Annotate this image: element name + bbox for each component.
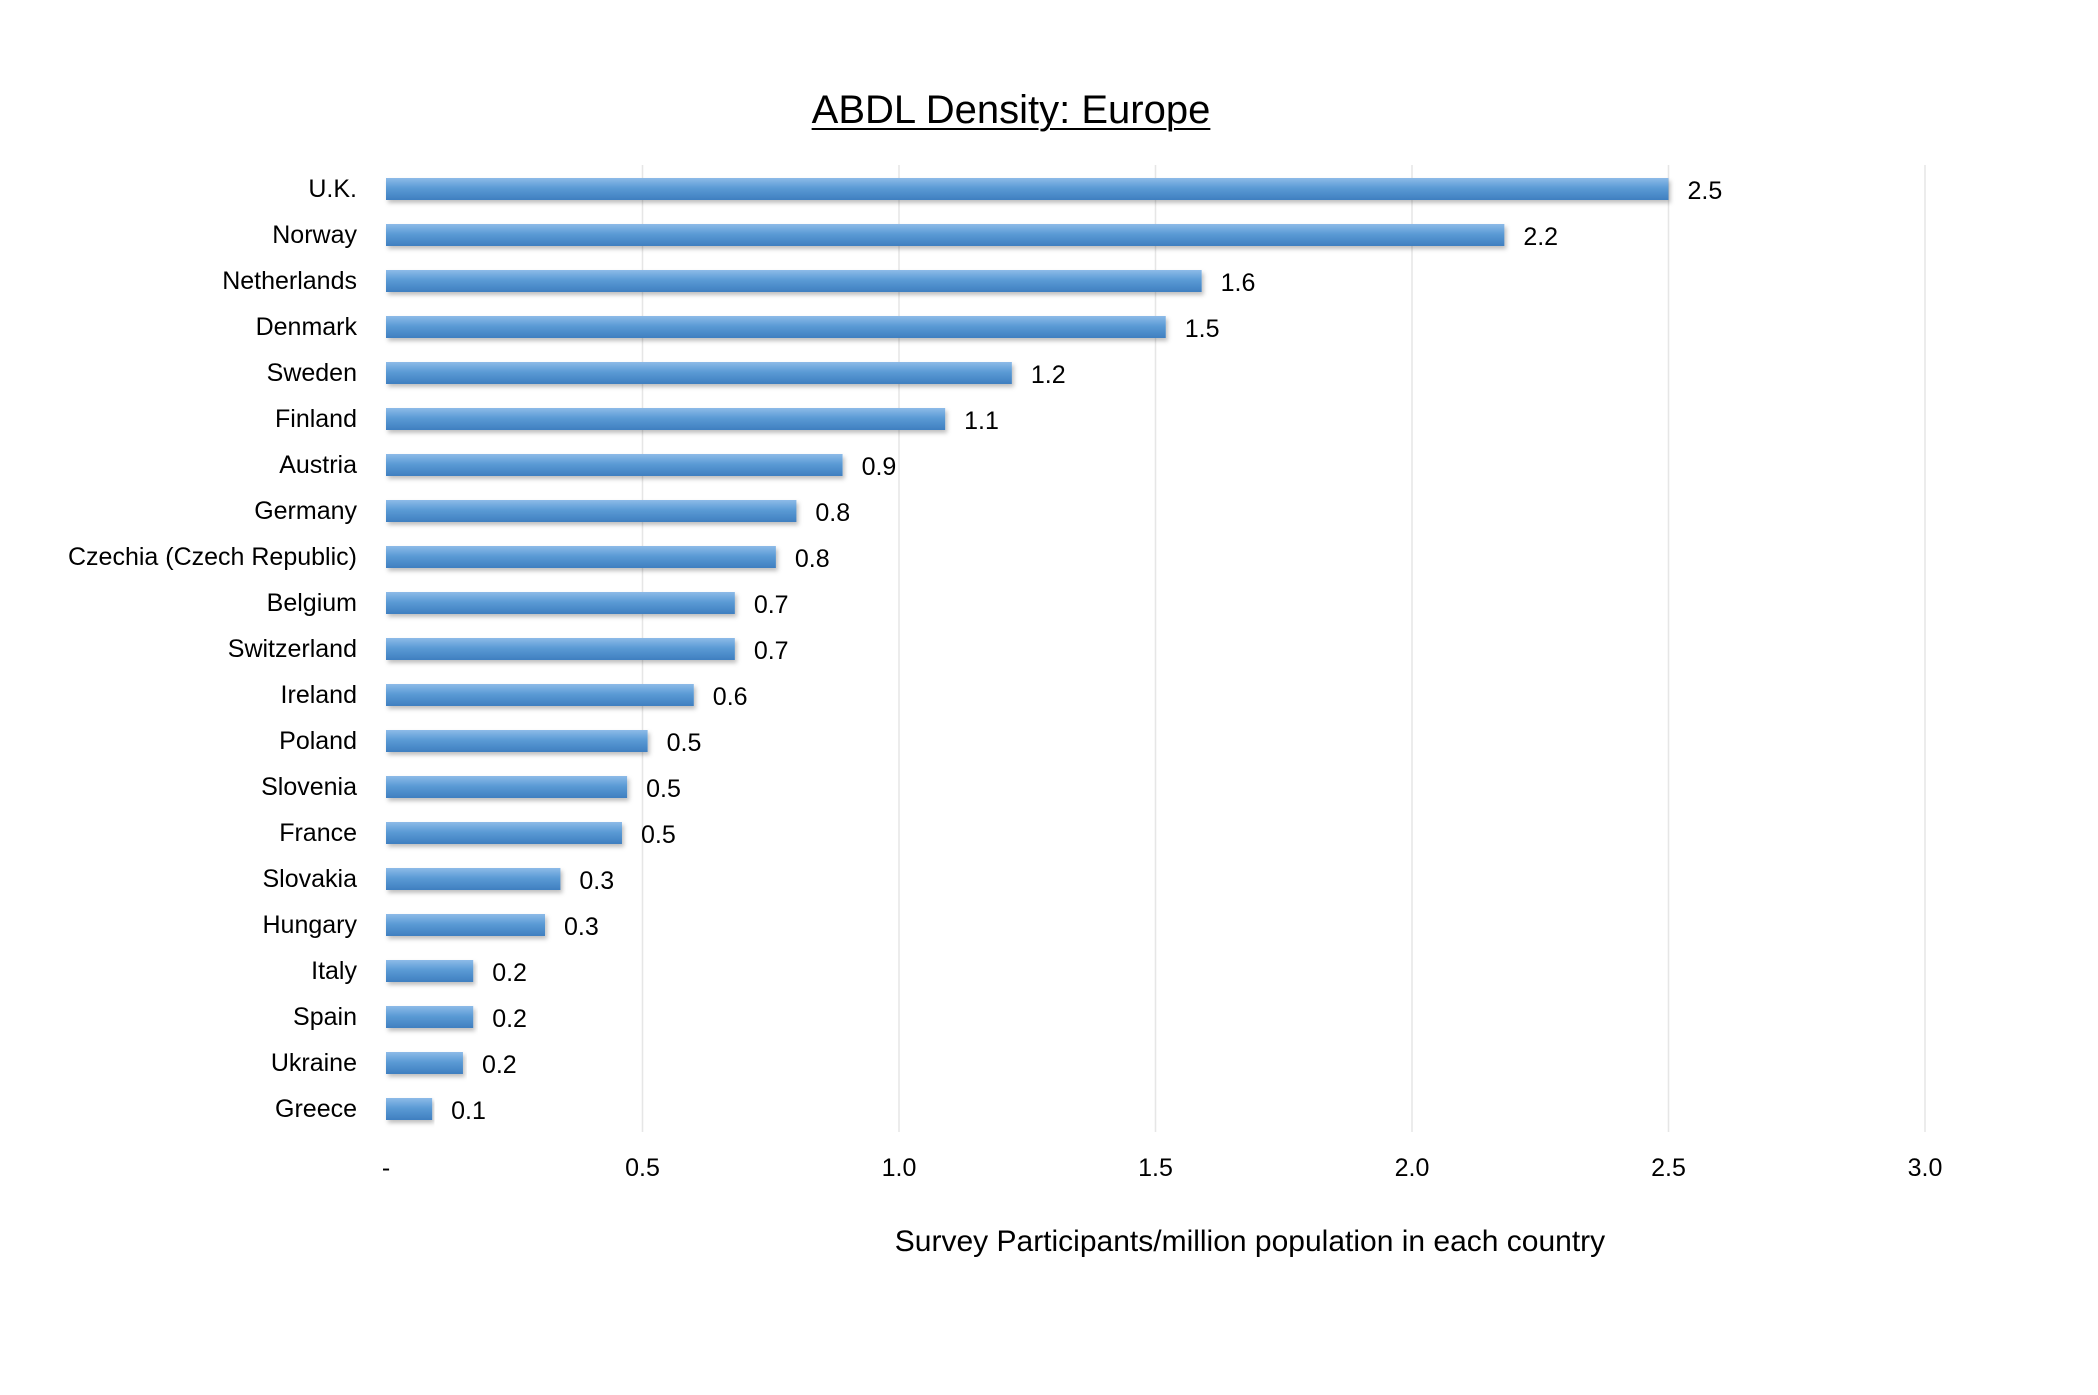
bar bbox=[386, 776, 628, 798]
bar bbox=[386, 408, 946, 430]
category-label: Germany bbox=[254, 497, 357, 525]
bar bbox=[386, 1006, 474, 1028]
value-label: 0.5 bbox=[667, 729, 702, 757]
bar bbox=[386, 454, 843, 476]
category-label: Finland bbox=[275, 405, 357, 433]
chart-title: ABDL Density: Europe bbox=[811, 88, 1211, 132]
value-label: 2.2 bbox=[1523, 223, 1558, 251]
bar bbox=[386, 500, 797, 522]
category-label: Slovakia bbox=[263, 865, 358, 893]
x-tick-label: 1.0 bbox=[882, 1154, 917, 1182]
bar bbox=[386, 684, 694, 706]
bar bbox=[386, 1052, 463, 1074]
bar bbox=[386, 960, 474, 982]
bar bbox=[386, 868, 561, 890]
value-label: 0.5 bbox=[641, 821, 676, 849]
bar bbox=[386, 914, 546, 936]
category-label: Czechia (Czech Republic) bbox=[68, 543, 357, 571]
category-label: Switzerland bbox=[228, 635, 357, 663]
labels: - 0.5 1.0 1.5 2.0 2.5 3.0 U.K. 2.5 Norway 2.2 Nethe… bbox=[68, 175, 1942, 1182]
category-label: France bbox=[279, 819, 357, 847]
value-label: 0.5 bbox=[646, 775, 681, 803]
value-label: 0.7 bbox=[754, 591, 789, 619]
x-tick-label: 2.0 bbox=[1395, 1154, 1430, 1182]
category-label: U.K. bbox=[308, 175, 357, 203]
value-label: 0.3 bbox=[579, 867, 614, 895]
value-label: 1.6 bbox=[1221, 269, 1256, 297]
bar bbox=[386, 270, 1202, 292]
bar bbox=[386, 638, 735, 660]
value-label: 0.1 bbox=[451, 1097, 486, 1125]
category-label: Poland bbox=[279, 727, 357, 755]
category-label: Norway bbox=[272, 221, 357, 249]
bar bbox=[386, 592, 735, 614]
bar bbox=[386, 178, 1669, 200]
category-label: Ireland bbox=[281, 681, 357, 709]
value-label: 1.1 bbox=[964, 407, 999, 435]
bar bbox=[386, 316, 1166, 338]
category-label: Greece bbox=[275, 1095, 357, 1123]
category-label: Spain bbox=[293, 1003, 357, 1031]
category-label: Austria bbox=[279, 451, 357, 479]
category-label: Italy bbox=[311, 957, 357, 985]
category-label: Slovenia bbox=[261, 773, 357, 801]
category-label: Belgium bbox=[267, 589, 357, 617]
value-label: 0.2 bbox=[492, 959, 527, 987]
value-label: 0.6 bbox=[713, 683, 748, 711]
value-label: 0.2 bbox=[482, 1051, 517, 1079]
value-label: 2.5 bbox=[1688, 177, 1723, 205]
gridlines bbox=[641, 165, 1926, 1132]
bar bbox=[386, 546, 776, 568]
value-label: 1.2 bbox=[1031, 361, 1066, 389]
category-label: Hungary bbox=[263, 911, 358, 939]
x-tick-label: 2.5 bbox=[1651, 1154, 1686, 1182]
bar bbox=[386, 362, 1012, 384]
value-label: 0.8 bbox=[795, 545, 830, 573]
value-label: 1.5 bbox=[1185, 315, 1220, 343]
value-label: 0.9 bbox=[862, 453, 897, 481]
x-tick-label: 1.5 bbox=[1138, 1154, 1173, 1182]
x-tick-label: 0.5 bbox=[625, 1154, 660, 1182]
bar bbox=[386, 822, 622, 844]
bar bbox=[386, 1098, 433, 1120]
category-label: Netherlands bbox=[222, 267, 357, 295]
value-label: 0.7 bbox=[754, 637, 789, 665]
bar bbox=[386, 224, 1505, 246]
value-label: 0.3 bbox=[564, 913, 599, 941]
x-axis-label: Survey Participants/million population i… bbox=[894, 1225, 1606, 1258]
x-tick-label: - bbox=[382, 1154, 390, 1182]
value-label: 0.8 bbox=[815, 499, 850, 527]
bar bbox=[386, 730, 648, 752]
bars bbox=[386, 178, 1669, 1120]
x-tick-label: 3.0 bbox=[1908, 1154, 1943, 1182]
value-label: 0.2 bbox=[492, 1005, 527, 1033]
category-label: Denmark bbox=[256, 313, 358, 341]
category-label: Sweden bbox=[267, 359, 357, 387]
category-label: Ukraine bbox=[271, 1049, 357, 1077]
